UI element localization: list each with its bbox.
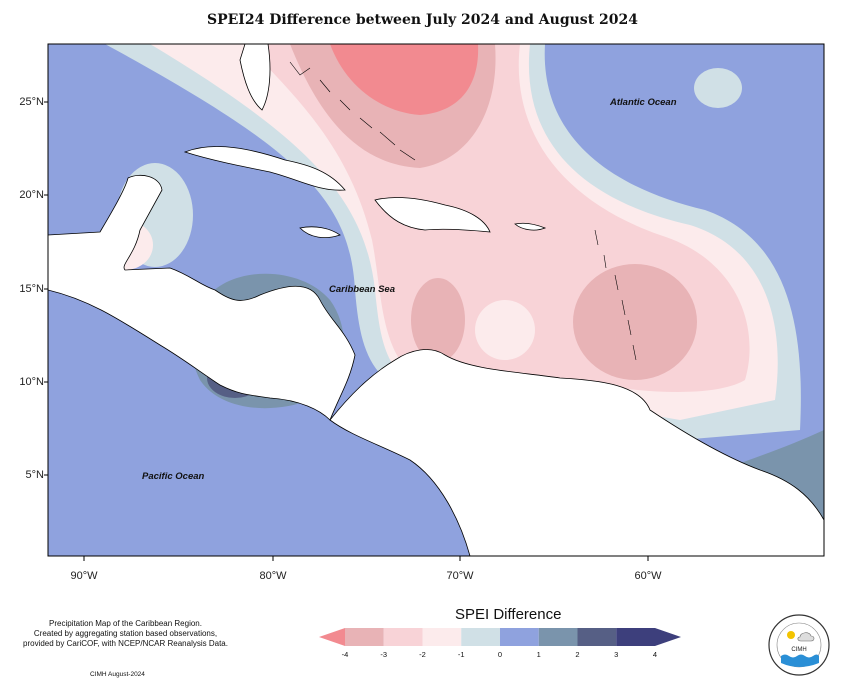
field-minus-three-central — [411, 278, 465, 362]
legend-tick-label: 4 — [652, 650, 658, 659]
lat-label: 5°N — [25, 469, 44, 481]
legend-title: SPEI Difference — [455, 606, 562, 623]
islands — [289, 61, 637, 361]
lon-label: 80°W — [259, 570, 287, 582]
sun-icon — [787, 631, 795, 639]
atlantic-ocean-label: Atlantic Ocean — [610, 97, 677, 108]
note-line: Precipitation Map of the Caribbean Regio… — [49, 619, 202, 628]
legend-swatch — [345, 628, 384, 646]
field-near-zero-spot — [475, 300, 535, 360]
caribbean-sea-label: Caribbean Sea — [329, 284, 395, 295]
spei-field — [48, 44, 824, 556]
lat-label: 15°N — [19, 283, 44, 295]
map-frame — [47, 43, 825, 557]
bahamas — [289, 61, 416, 161]
legend-swatch — [577, 628, 617, 646]
legend-swatch — [538, 628, 578, 646]
legend-tick-label: 3 — [614, 650, 619, 659]
land — [48, 44, 824, 556]
legend-swatch — [319, 628, 345, 646]
field-atlantic-spot — [694, 68, 742, 108]
hispaniola — [374, 197, 491, 233]
florida — [239, 44, 271, 111]
legend-tick-label: 2 — [575, 650, 580, 659]
legend-tick-label: -2 — [419, 650, 426, 659]
credit-text: CIMH August-2024 — [90, 671, 145, 678]
lat-label: 10°N — [19, 376, 44, 388]
lesser-antilles — [594, 229, 637, 361]
note-line: Created by aggregating station based obs… — [33, 629, 218, 638]
logo-text: CIMH — [791, 647, 806, 653]
legend-swatch — [500, 628, 539, 646]
legend-swatch — [422, 628, 462, 646]
cimh-logo: CIMH — [768, 614, 830, 676]
jamaica — [299, 226, 341, 239]
legend-colorbar — [319, 628, 681, 646]
note-line: provided by CariCOF, with NCEP/NCAR Rean… — [23, 639, 228, 648]
map-title: SPEI24 Difference between July 2024 and … — [207, 12, 638, 28]
legend-tick-label: 1 — [536, 650, 541, 659]
central-america — [48, 174, 356, 421]
puerto-rico — [514, 222, 547, 231]
cuba — [183, 146, 346, 191]
legend-swatch — [461, 628, 500, 646]
axis-ticks — [44, 101, 649, 561]
legend-swatch — [616, 628, 681, 646]
cloud-icon — [797, 632, 815, 642]
legend-swatch — [383, 628, 423, 646]
field-minus-four — [330, 44, 479, 115]
field-minus-three-east — [573, 264, 697, 380]
south-america — [329, 349, 824, 556]
legend-tick-label: -1 — [457, 650, 465, 659]
legend-tick-label: -4 — [341, 650, 349, 659]
lon-label: 70°W — [446, 570, 474, 582]
lat-label: 20°N — [19, 189, 44, 201]
legend-tick-label: -3 — [380, 650, 388, 659]
legend-tick-label: 0 — [497, 650, 503, 659]
map-note: Precipitation Map of the Caribbean Regio… — [8, 619, 243, 649]
pacific-ocean-label: Pacific Ocean — [142, 471, 205, 482]
lat-label: 25°N — [19, 96, 44, 108]
lon-label: 90°W — [70, 570, 98, 582]
water-icon — [781, 654, 819, 667]
lon-label: 60°W — [634, 570, 662, 582]
